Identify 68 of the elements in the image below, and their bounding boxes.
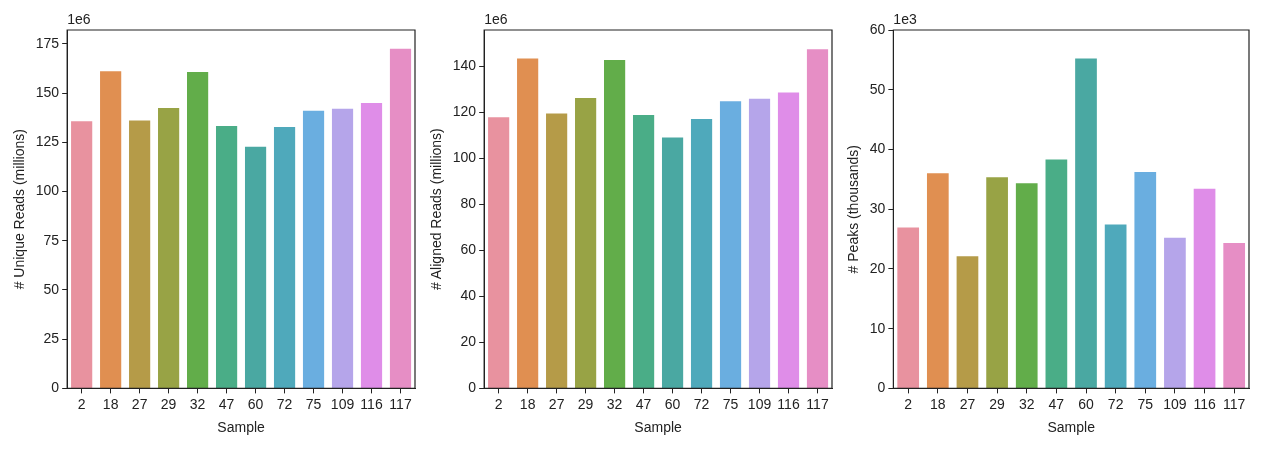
y-tick-label: 60 <box>869 20 886 37</box>
y-tick-label: 120 <box>452 103 477 120</box>
x-tick-label: 72 <box>693 395 710 412</box>
y-tick-label: 75 <box>43 231 60 248</box>
x-tick-label: 18 <box>930 395 946 412</box>
y-tick-label: 100 <box>35 182 60 199</box>
y-axis-title: # Aligned Reads (millions) <box>428 128 445 291</box>
x-axis-title: Sample <box>634 419 683 436</box>
x-tick-label: 72 <box>276 395 293 412</box>
x-tick-label: 117 <box>389 395 412 412</box>
x-tick-label: 32 <box>1018 395 1035 412</box>
x-tick-label: 75 <box>722 395 739 412</box>
x-tick-label: 2 <box>494 395 503 412</box>
y-tick-label: 100 <box>452 149 477 166</box>
x-tick-label: 29 <box>577 395 594 412</box>
y-tick-label: 40 <box>869 140 886 157</box>
x-tick-label: 47 <box>218 395 235 412</box>
y-tick-label: 30 <box>869 200 886 217</box>
x-tick-label: 116 <box>360 395 383 412</box>
x-tick-label: 109 <box>1163 395 1187 412</box>
x-tick-label: 29 <box>160 395 177 412</box>
x-tick-label: 2 <box>904 395 913 412</box>
x-tick-label: 27 <box>548 395 565 412</box>
y-axis-title: # Peaks (thousands) <box>845 145 862 274</box>
x-tick-label: 27 <box>959 395 976 412</box>
y-tick-label: 0 <box>468 379 477 396</box>
x-tick-label: 29 <box>989 395 1006 412</box>
y-tick-label: 50 <box>43 280 60 297</box>
x-tick-label: 75 <box>1137 395 1154 412</box>
x-tick-label: 109 <box>330 395 355 412</box>
y-tick-label: 0 <box>51 379 60 396</box>
x-tick-label: 18 <box>519 395 536 412</box>
x-tick-label: 2 <box>77 395 86 412</box>
x-tick-label: 60 <box>247 395 264 412</box>
y-axis-title: # Unique Reads (millions) <box>11 129 28 290</box>
x-tick-label: 72 <box>1107 395 1124 412</box>
x-tick-label: 32 <box>606 395 623 412</box>
x-tick-label: 47 <box>635 395 652 412</box>
y-tick-label: 80 <box>460 195 477 212</box>
x-tick-label: 27 <box>131 395 148 412</box>
x-tick-label: 75 <box>305 395 322 412</box>
text: 1e3 <box>893 10 917 27</box>
x-tick-label: 109 <box>747 395 772 412</box>
y-tick-label: 20 <box>460 333 477 350</box>
y-tick-label: 10 <box>869 319 886 336</box>
x-tick-label: 116 <box>777 395 800 412</box>
x-tick-label: 116 <box>1193 395 1216 412</box>
y-tick-label: 60 <box>460 241 477 258</box>
y-tick-label: 125 <box>35 133 60 150</box>
y-tick-label: 20 <box>869 259 886 276</box>
y-tick-label: 175 <box>35 34 60 51</box>
x-tick-label: 32 <box>189 395 206 412</box>
x-tick-label: 117 <box>1223 395 1246 412</box>
x-tick-label: 60 <box>664 395 681 412</box>
text: 1e6 <box>67 10 91 27</box>
y-tick-label: 0 <box>877 379 886 396</box>
text: 1e6 <box>484 10 508 27</box>
x-tick-label: 117 <box>806 395 829 412</box>
x-tick-label: 60 <box>1078 395 1094 412</box>
y-tick-label: 40 <box>460 287 477 304</box>
y-tick-label: 25 <box>43 330 60 347</box>
y-tick-label: 150 <box>35 83 60 100</box>
x-tick-label: 18 <box>102 395 119 412</box>
x-axis-title: Sample <box>217 419 266 436</box>
y-tick-label: 140 <box>452 57 477 73</box>
y-tick-label: 50 <box>869 80 886 97</box>
x-tick-label: 47 <box>1048 395 1065 412</box>
x-axis-title: Sample <box>1047 419 1096 436</box>
